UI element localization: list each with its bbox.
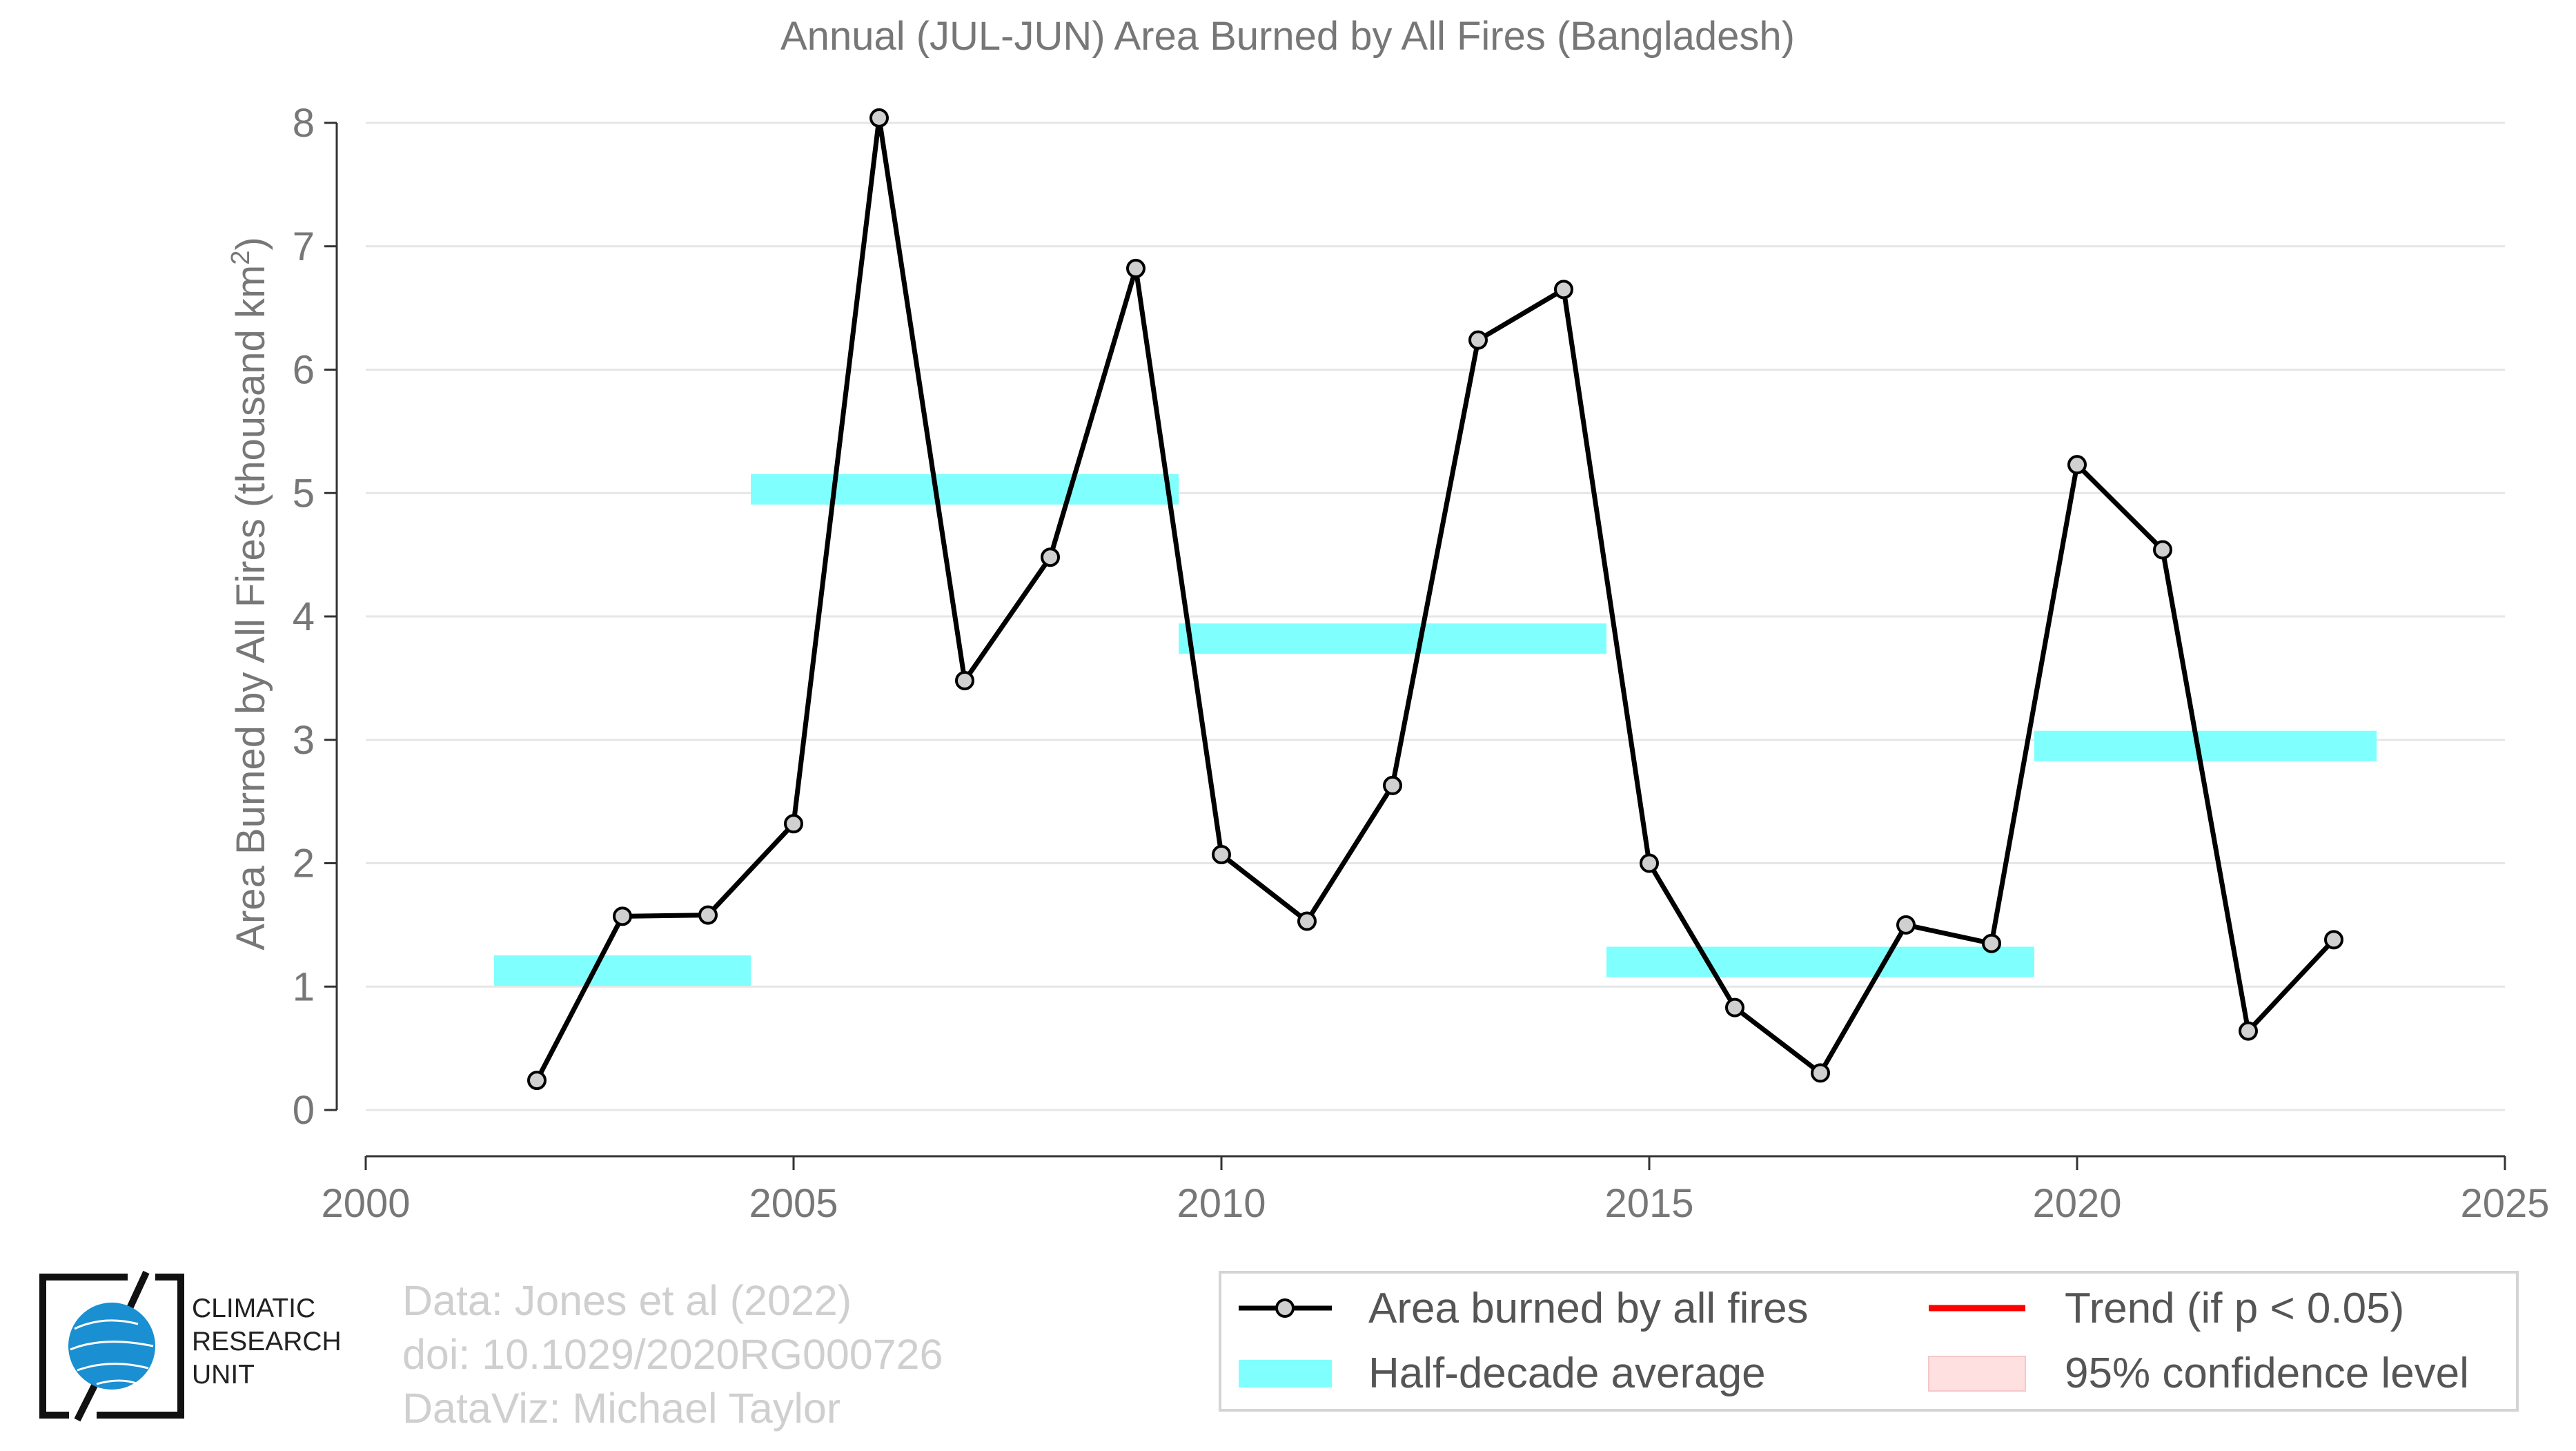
- logo-text: CLIMATIC RESEARCH UNIT: [192, 1292, 342, 1392]
- legend: Area burned by all fires Trend (if p < 0…: [1219, 1271, 2519, 1412]
- y-tick-label: 1: [293, 964, 315, 1009]
- credit-dataviz: DataViz: Michael Taylor: [402, 1385, 841, 1432]
- legend-confidence-swatch: [1928, 1356, 2026, 1392]
- legend-marker-swatch: [1275, 1298, 1295, 1318]
- half-decade-bar: [1606, 946, 2034, 977]
- x-tick-label: 2000: [321, 1181, 410, 1226]
- half-decade-bar: [2034, 730, 2377, 761]
- data-point: [1982, 933, 2001, 953]
- legend-label-confidence: 95% confidence level: [2065, 1350, 2469, 1397]
- data-point: [1041, 547, 1060, 567]
- y-axis-label-superscript: 2: [226, 251, 255, 265]
- cru-logo: [39, 1270, 184, 1422]
- globe-contours: [70, 1319, 154, 1385]
- logo-slash-bottom: [74, 1382, 99, 1422]
- data-point: [1468, 330, 1488, 350]
- credit-data-source: Data: Jones et al (2022): [402, 1277, 852, 1324]
- x-tick-label: 2010: [1177, 1181, 1266, 1226]
- y-axis-label: Area Burned by All Fires (thousand km2): [226, 237, 273, 950]
- x-axis: 2000 2005 2010 2015 2020 2025: [321, 1155, 2550, 1226]
- series-area-burned: [527, 108, 2343, 1091]
- data-point: [869, 108, 889, 128]
- y-tick-label: 4: [293, 594, 315, 639]
- logo-line-2: RESEARCH: [192, 1327, 342, 1356]
- legend-label-trend: Trend (if p < 0.05): [2065, 1285, 2404, 1332]
- credit-doi: doi: 10.1029/2020RG000726: [402, 1331, 943, 1378]
- y-tick-label: 3: [293, 718, 315, 763]
- data-point: [784, 814, 803, 834]
- legend-band-swatch: [1239, 1360, 1332, 1387]
- x-tick-label: 2005: [749, 1181, 838, 1226]
- data-point: [1383, 775, 1402, 795]
- logo-line-3: UNIT: [192, 1360, 255, 1390]
- half-decade-bar: [1179, 623, 1606, 654]
- data-point: [1725, 997, 1744, 1017]
- y-axis-label-main: Area Burned by All Fires (thousand km: [228, 265, 273, 951]
- y-axis-label-close: ): [228, 237, 273, 250]
- y-tick-label: 5: [293, 471, 315, 516]
- logo-bracket-right: [97, 1274, 184, 1419]
- x-tick-label: 2025: [2460, 1181, 2549, 1226]
- data-point: [1297, 911, 1317, 931]
- grid-lines: [366, 121, 2505, 1111]
- logo-bracket-left: [39, 1274, 128, 1419]
- y-axis: 0 1 2 3 4 5 6 7 8: [293, 101, 338, 1133]
- y-tick-label: 8: [293, 101, 315, 146]
- data-point: [1212, 844, 1231, 864]
- legend-frame: [1219, 1271, 2519, 1412]
- data-credits: Data: Jones et al (2022) doi: 10.1029/20…: [402, 1274, 943, 1435]
- data-point: [1640, 853, 1659, 873]
- data-point: [2324, 930, 2343, 950]
- data-point: [1896, 915, 1916, 935]
- chart-title: Annual (JUL-JUN) Area Burned by All Fire…: [780, 14, 1795, 59]
- data-point: [698, 905, 718, 925]
- legend-label-half-decade: Half-decade average: [1368, 1350, 1766, 1397]
- y-tick-label: 6: [293, 348, 315, 393]
- half-decade-bar: [494, 955, 751, 986]
- series-line: [534, 115, 2336, 1082]
- data-point: [613, 906, 632, 926]
- data-point: [527, 1071, 547, 1091]
- data-point: [1811, 1063, 1830, 1083]
- half-decade-bands: [494, 474, 2377, 986]
- x-tick-label: 2015: [1604, 1181, 1693, 1226]
- y-tick-label: 0: [293, 1088, 315, 1133]
- x-tick-label: 2020: [2032, 1181, 2121, 1226]
- logo-slash-top: [126, 1270, 150, 1310]
- data-point: [1554, 280, 1573, 300]
- y-tick-label: 2: [293, 841, 315, 886]
- globe-icon: [68, 1303, 155, 1390]
- half-decade-bar: [751, 474, 1179, 505]
- y-tick-label: 7: [293, 224, 315, 269]
- legend-label-area-burned: Area burned by all fires: [1368, 1285, 1809, 1332]
- data-point: [2239, 1021, 2258, 1041]
- logo-line-1: CLIMATIC: [192, 1294, 316, 1323]
- data-point: [1126, 258, 1146, 278]
- data-point: [955, 670, 974, 690]
- data-point: [2067, 455, 2087, 475]
- data-point: [2153, 540, 2172, 560]
